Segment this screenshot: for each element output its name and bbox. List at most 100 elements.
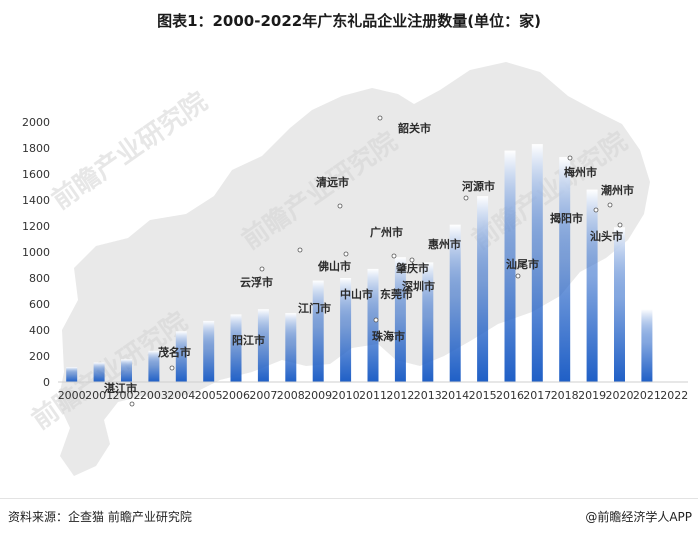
bar-2021 [641,309,653,382]
city-marker [593,207,599,213]
bar-2018 [559,157,571,382]
footer: 资料来源：企查猫 前瞻产业研究院 @前瞻经济学人APP [0,508,698,528]
city-marker [259,266,265,272]
y-tick-label: 600 [29,298,50,311]
bar-2010 [340,278,352,382]
x-tick-label: 2016 [496,389,524,402]
bar-2005 [203,320,215,382]
x-tick-label: 2009 [304,389,332,402]
city-marker [129,401,135,407]
city-label: 深圳市 [402,279,435,293]
city-label: 茂名市 [158,345,191,359]
city-marker [391,253,397,259]
x-tick-label: 2003 [140,389,168,402]
bar-2016 [504,150,516,382]
city-label: 汕尾市 [506,257,539,271]
bars [66,144,653,383]
x-tick-label: 2019 [578,389,606,402]
city-label: 清远市 [316,175,349,189]
y-tick-label: 0 [43,376,50,389]
city-label: 揭阳市 [550,211,583,225]
footer-divider [0,498,698,499]
x-tick-label: 2001 [85,389,113,402]
city-marker [409,257,415,263]
y-tick-label: 2000 [22,116,50,129]
bar-2015 [477,196,489,382]
city-marker [343,251,349,257]
x-tick-label: 2002 [113,389,141,402]
bar-2009 [312,280,324,382]
city-label: 中山市 [340,287,373,301]
city-label: 广州市 [370,225,403,239]
city-marker [297,247,303,253]
x-tick-label: 2012 [386,389,414,402]
y-tick-label: 1400 [22,194,50,207]
city-label: 湛江市 [104,381,137,395]
bar-2003 [148,350,160,382]
x-tick-label: 2006 [222,389,250,402]
city-marker [373,317,379,323]
x-tick-label: 2015 [469,389,497,402]
city-label: 韶关市 [398,121,431,135]
city-marker [567,155,573,161]
bar-2020 [614,227,625,382]
bar-2000 [66,367,78,382]
city-marker [617,222,623,228]
y-tick-label: 1000 [22,246,50,259]
bar-2007 [257,309,269,382]
y-tick-label: 1200 [22,220,50,233]
city-label: 惠州市 [428,237,461,251]
y-axis: 0 200 400 600 800 1000 1200 1400 1600 1800 2000 [22,116,50,389]
x-tick-label: 2010 [332,389,360,402]
y-tick-label: 1600 [22,168,50,181]
x-tick-label: 2008 [277,389,305,402]
bar-2008 [285,313,297,382]
x-tick-label: 2022 [660,389,688,402]
city-label: 梅州市 [564,165,597,179]
x-tick-label: 2017 [523,389,551,402]
bar-2017 [531,144,543,382]
bar-2019 [586,189,598,382]
bar-2012 [394,257,406,382]
bar-2014 [449,224,461,382]
brand-credit: @前瞻经济学人APP [585,510,692,524]
x-axis: 2000 2001 2002 2003 2004 2005 2006 2007 2008 2009… [58,381,688,402]
x-tick-label: 2021 [633,389,661,402]
x-tick-label: 2004 [167,389,195,402]
x-tick-label: 2014 [441,389,469,402]
city-label: 河源市 [462,179,495,193]
x-tick-label: 2018 [551,389,579,402]
city-label: 潮州市 [601,183,634,197]
x-tick-label: 2000 [58,389,86,402]
watermark-text: 前瞻产业研究院 [46,86,213,216]
city-label: 阳江市 [232,333,265,347]
city-label: 肇庆市 [395,261,429,275]
x-tick-label: 2007 [249,389,277,402]
bar-2013 [422,262,434,382]
bar-2011 [367,268,379,382]
bar-2002 [121,359,132,383]
city-label: 珠海市 [372,329,405,343]
x-tick-label: 2011 [359,389,387,402]
city-label: 东莞市 [380,287,413,301]
city-label: 云浮市 [240,275,273,289]
y-tick-label: 400 [29,324,50,337]
city-marker [515,273,521,279]
bar-2004 [175,331,187,382]
y-tick-label: 200 [29,350,50,363]
chart-title: 图表1：2000-2022年广东礼品企业注册数量(单位：家) [157,12,541,30]
x-tick-label: 2020 [606,389,634,402]
city-marker [377,115,383,121]
city-label: 汕头市 [590,229,623,243]
y-tick-label: 1800 [22,142,50,155]
city-label: 江门市 [298,301,331,315]
bar-2006 [230,314,242,382]
source-note: 资料来源：企查猫 前瞻产业研究院 [8,510,192,524]
city-marker [463,195,469,201]
city-label: 佛山市 [317,259,351,273]
bar-2001 [93,362,105,382]
x-tick-label: 2013 [414,389,442,402]
city-marker [169,365,175,371]
